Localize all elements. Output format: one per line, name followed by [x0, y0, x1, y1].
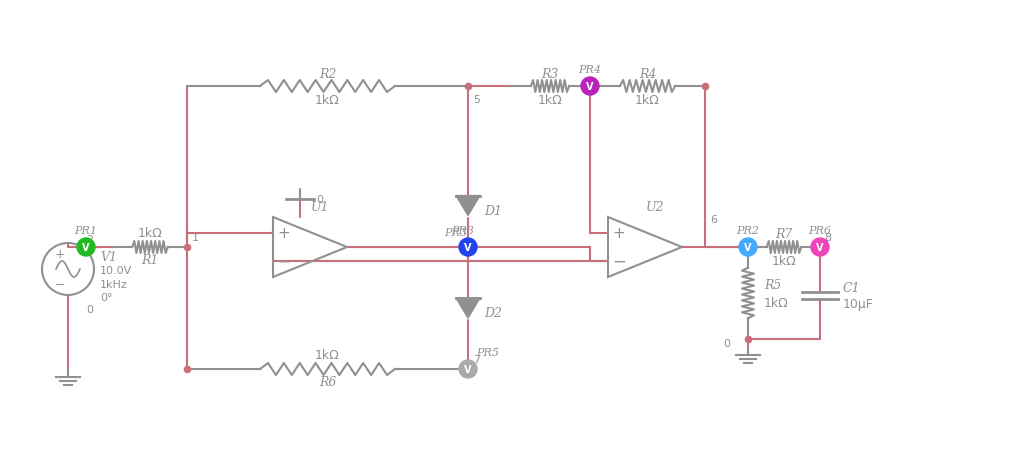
Text: R5: R5 — [764, 279, 781, 292]
Text: U2: U2 — [646, 201, 665, 213]
Circle shape — [459, 360, 477, 378]
Text: 0: 0 — [316, 194, 323, 205]
Text: V: V — [464, 243, 472, 253]
Text: 1kΩ: 1kΩ — [137, 227, 163, 240]
Text: 1kΩ: 1kΩ — [315, 349, 340, 362]
Text: PR1: PR1 — [75, 226, 97, 235]
Text: V: V — [82, 243, 90, 253]
Text: V: V — [464, 364, 472, 374]
Text: PR2: PR2 — [736, 226, 760, 235]
Text: PR3: PR3 — [452, 226, 474, 235]
Text: 2: 2 — [86, 235, 93, 244]
Text: 6: 6 — [710, 215, 717, 225]
Text: 8: 8 — [824, 232, 831, 243]
Text: 1kΩ: 1kΩ — [764, 297, 788, 310]
Polygon shape — [456, 299, 480, 318]
Text: PR3: PR3 — [444, 227, 468, 238]
Circle shape — [811, 239, 829, 257]
Circle shape — [739, 239, 757, 257]
Text: C1: C1 — [843, 281, 860, 295]
Text: R1: R1 — [141, 254, 159, 267]
Text: R7: R7 — [775, 228, 793, 241]
Text: 0: 0 — [86, 304, 93, 314]
Text: R2: R2 — [318, 67, 336, 80]
Text: 1kΩ: 1kΩ — [315, 94, 340, 107]
Text: V: V — [587, 82, 594, 92]
Text: +: + — [54, 248, 66, 261]
Text: D1: D1 — [484, 205, 502, 217]
Text: 1kΩ: 1kΩ — [772, 255, 797, 268]
Circle shape — [459, 239, 477, 257]
Circle shape — [77, 239, 95, 257]
Text: R4: R4 — [639, 67, 656, 80]
Text: V: V — [744, 243, 752, 253]
Text: 1kHz: 1kHz — [100, 279, 128, 290]
Text: PR4: PR4 — [579, 65, 601, 75]
Text: +: + — [612, 226, 626, 241]
Text: PR5: PR5 — [476, 347, 499, 357]
Text: +: + — [278, 226, 291, 241]
Text: 1kΩ: 1kΩ — [635, 94, 659, 107]
Text: 10.0V: 10.0V — [100, 265, 132, 276]
Text: 1: 1 — [193, 232, 199, 243]
Circle shape — [581, 78, 599, 96]
Text: V: V — [816, 243, 823, 253]
Text: −: − — [612, 253, 626, 271]
Text: 5: 5 — [473, 95, 480, 105]
Text: U1: U1 — [310, 201, 330, 213]
Text: 7: 7 — [473, 354, 480, 364]
Text: 0°: 0° — [100, 292, 113, 302]
Polygon shape — [456, 196, 480, 216]
Text: −: − — [278, 253, 291, 271]
Text: 10μF: 10μF — [843, 297, 873, 310]
Text: R3: R3 — [542, 67, 559, 80]
Text: V1: V1 — [100, 251, 117, 264]
Text: PR6: PR6 — [809, 226, 831, 235]
Text: D2: D2 — [484, 307, 502, 320]
Text: −: − — [54, 278, 66, 291]
Text: R6: R6 — [318, 376, 336, 389]
Text: 0: 0 — [723, 338, 730, 348]
Text: 1kΩ: 1kΩ — [538, 94, 562, 107]
